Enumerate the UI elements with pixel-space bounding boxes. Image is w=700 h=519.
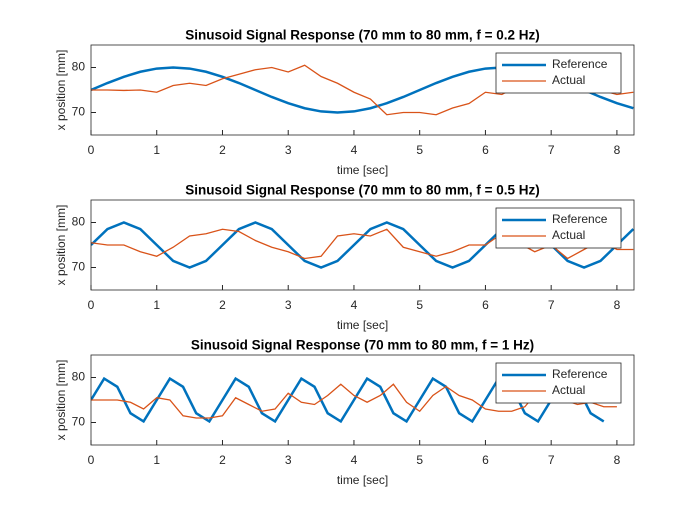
y-tick-label: 80 bbox=[72, 60, 86, 74]
x-tick-label: 7 bbox=[548, 143, 555, 157]
y-axis-label: x position [mm] bbox=[54, 50, 68, 131]
x-tick-label: 1 bbox=[153, 143, 160, 157]
x-tick-label: 3 bbox=[285, 453, 292, 467]
axes-box bbox=[90, 44, 635, 136]
y-tick-label: 80 bbox=[72, 370, 86, 384]
legend-box bbox=[495, 207, 622, 249]
x-tick-label: 0 bbox=[88, 298, 95, 312]
x-tick-label: 5 bbox=[416, 298, 423, 312]
x-tick-label: 4 bbox=[351, 453, 358, 467]
x-tick-label: 5 bbox=[416, 143, 423, 157]
chart-title: Sinusoid Signal Response (70 mm to 80 mm… bbox=[185, 183, 539, 198]
y-tick-label: 80 bbox=[72, 215, 86, 229]
y-axis-label: x position [mm] bbox=[54, 205, 68, 286]
x-tick-label: 8 bbox=[614, 298, 621, 312]
y-tick-label: 70 bbox=[72, 260, 86, 274]
x-axis-label: time [sec] bbox=[337, 318, 388, 332]
x-tick-label: 6 bbox=[482, 453, 489, 467]
axes-box bbox=[90, 354, 635, 446]
x-tick-label: 1 bbox=[153, 453, 160, 467]
x-tick-label: 8 bbox=[614, 143, 621, 157]
legend-label: Actual bbox=[552, 73, 585, 87]
x-axis-label: time [sec] bbox=[337, 473, 388, 487]
x-tick-label: 1 bbox=[153, 298, 160, 312]
x-tick-label: 6 bbox=[482, 298, 489, 312]
x-tick-label: 2 bbox=[219, 298, 226, 312]
x-axis-label: time [sec] bbox=[337, 163, 388, 177]
legend-label: Reference bbox=[552, 212, 608, 226]
x-tick-label: 7 bbox=[548, 453, 555, 467]
legend-label: Actual bbox=[552, 228, 585, 242]
legend-label: Reference bbox=[552, 57, 608, 71]
y-tick-label: 70 bbox=[72, 415, 86, 429]
chart-title: Sinusoid Signal Response (70 mm to 80 mm… bbox=[191, 338, 534, 353]
x-tick-label: 2 bbox=[219, 143, 226, 157]
x-tick-label: 4 bbox=[351, 143, 358, 157]
x-tick-label: 3 bbox=[285, 143, 292, 157]
x-tick-label: 2 bbox=[219, 453, 226, 467]
x-tick-label: 4 bbox=[351, 298, 358, 312]
x-tick-label: 0 bbox=[88, 453, 95, 467]
x-tick-label: 5 bbox=[416, 453, 423, 467]
y-axis-label: x position [mm] bbox=[54, 360, 68, 441]
x-tick-label: 7 bbox=[548, 298, 555, 312]
axes-box bbox=[90, 199, 635, 291]
legend-label: Reference bbox=[552, 367, 608, 381]
y-tick-label: 70 bbox=[72, 105, 86, 119]
chart-title: Sinusoid Signal Response (70 mm to 80 mm… bbox=[185, 28, 539, 43]
x-tick-label: 3 bbox=[285, 298, 292, 312]
x-tick-label: 6 bbox=[482, 143, 489, 157]
x-tick-label: 8 bbox=[614, 453, 621, 467]
x-tick-label: 0 bbox=[88, 143, 95, 157]
legend-label: Actual bbox=[552, 383, 585, 397]
legend-box bbox=[495, 52, 622, 94]
legend-box bbox=[495, 362, 622, 404]
